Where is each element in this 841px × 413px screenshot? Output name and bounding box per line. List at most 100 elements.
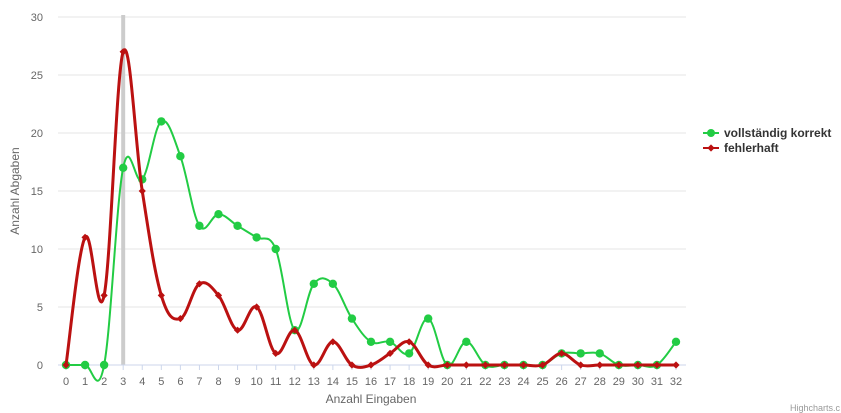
- x-tick-label: 14: [327, 376, 339, 388]
- series-fehlerhaft: [62, 48, 680, 369]
- y-tick-label: 20: [31, 128, 43, 140]
- data-point[interactable]: [233, 326, 242, 334]
- x-tick-label: 28: [594, 376, 606, 388]
- data-point[interactable]: [443, 361, 451, 369]
- data-point[interactable]: [138, 187, 146, 195]
- data-point[interactable]: [157, 117, 166, 126]
- data-point[interactable]: [214, 210, 223, 219]
- data-point[interactable]: [157, 291, 165, 299]
- data-point[interactable]: [233, 221, 242, 230]
- data-point[interactable]: [634, 361, 642, 369]
- data-point[interactable]: [386, 349, 394, 357]
- data-point[interactable]: [176, 152, 185, 161]
- x-tick-label: 2: [101, 376, 107, 388]
- data-point[interactable]: [519, 361, 528, 369]
- y-tick-label: 0: [37, 360, 43, 372]
- x-tick-label: 4: [139, 376, 145, 388]
- x-tick-label: 30: [632, 376, 644, 388]
- data-point[interactable]: [558, 349, 566, 357]
- x-tick-label: 27: [575, 376, 587, 388]
- data-point[interactable]: [252, 233, 261, 242]
- x-axis-title: Anzahl Eingaben: [326, 392, 417, 406]
- legend-label: fehlerhaft: [724, 141, 779, 155]
- legend-label: vollständig korrekt: [724, 126, 831, 140]
- legend-diamond-marker-icon: [707, 144, 715, 152]
- data-point[interactable]: [310, 361, 318, 369]
- x-tick-label: 19: [422, 376, 434, 388]
- legend-circle-marker-icon: [707, 129, 715, 137]
- x-tick-label: 6: [177, 376, 183, 388]
- x-tick-label: 24: [517, 376, 529, 388]
- data-point[interactable]: [404, 349, 414, 358]
- data-point[interactable]: [329, 338, 337, 346]
- data-point[interactable]: [176, 315, 184, 323]
- data-point[interactable]: [615, 361, 623, 369]
- x-tick-label: 0: [63, 376, 69, 388]
- data-point[interactable]: [500, 361, 509, 369]
- data-point[interactable]: [366, 337, 376, 346]
- data-point[interactable]: [99, 360, 109, 370]
- series-line: [66, 119, 677, 382]
- data-point[interactable]: [671, 337, 681, 346]
- data-point[interactable]: [195, 221, 204, 230]
- data-point[interactable]: [291, 326, 299, 334]
- data-point[interactable]: [348, 361, 356, 369]
- x-tick-label: 15: [346, 376, 358, 388]
- data-point[interactable]: [195, 280, 204, 288]
- data-point[interactable]: [672, 361, 680, 369]
- legend-item-vollstaendig-korrekt[interactable]: vollständig korrekt: [703, 126, 831, 140]
- data-point[interactable]: [272, 349, 280, 357]
- legend-item-fehlerhaft[interactable]: fehlerhaft: [703, 141, 779, 155]
- data-point[interactable]: [119, 48, 127, 56]
- data-point[interactable]: [81, 233, 89, 241]
- data-point[interactable]: [62, 361, 70, 369]
- data-point[interactable]: [100, 291, 108, 299]
- x-tick-label: 20: [441, 376, 453, 388]
- data-point[interactable]: [481, 361, 489, 369]
- data-point[interactable]: [595, 349, 604, 358]
- data-point[interactable]: [462, 337, 471, 346]
- x-tick-label: 11: [270, 376, 281, 388]
- crosshair-highlight: [121, 15, 126, 365]
- data-point[interactable]: [309, 279, 319, 288]
- data-point[interactable]: [385, 337, 395, 346]
- data-point[interactable]: [576, 349, 585, 358]
- x-axis-ticks: 0 1 2 3 4 5 6 7 8 9 10 11 12 13 14 15 16 17 18 19 20 21 22 23 24…: [63, 365, 682, 388]
- x-tick-label: 13: [308, 376, 320, 388]
- data-point[interactable]: [423, 314, 433, 323]
- x-tick-label: 22: [479, 376, 491, 388]
- y-axis-ticks: 0 5 10 15 20 25 30: [31, 12, 43, 372]
- x-tick-label: 1: [82, 376, 88, 388]
- x-tick-label: 26: [556, 376, 568, 388]
- x-tick-label: 10: [251, 376, 263, 388]
- data-point[interactable]: [424, 361, 432, 369]
- data-point[interactable]: [462, 361, 470, 369]
- x-tick-label: 7: [196, 376, 202, 388]
- x-tick-label: 16: [365, 376, 377, 388]
- data-point[interactable]: [653, 361, 661, 369]
- legend: vollständig korrekt fehlerhaft: [703, 126, 831, 155]
- x-tick-label: 8: [215, 376, 221, 388]
- data-point[interactable]: [596, 361, 604, 369]
- data-point[interactable]: [538, 361, 547, 369]
- data-point[interactable]: [80, 360, 90, 370]
- data-point[interactable]: [214, 291, 223, 299]
- credits-text[interactable]: Highcharts.c: [790, 403, 841, 413]
- y-axis-title: Anzahl Abgaben: [8, 147, 22, 234]
- data-point[interactable]: [118, 163, 128, 172]
- data-point[interactable]: [577, 361, 585, 369]
- data-point[interactable]: [271, 244, 280, 254]
- series-line: [64, 48, 676, 369]
- x-tick-label: 29: [613, 376, 625, 388]
- series-vollstaendig-korrekt: [61, 117, 681, 382]
- grid: [58, 16, 686, 308]
- x-tick-label: 25: [536, 376, 548, 388]
- data-point[interactable]: [347, 314, 357, 323]
- x-tick-label: 17: [384, 376, 396, 388]
- data-point[interactable]: [405, 338, 413, 346]
- y-tick-label: 25: [31, 70, 43, 82]
- data-point[interactable]: [253, 303, 261, 311]
- data-point[interactable]: [328, 279, 338, 288]
- data-point[interactable]: [367, 361, 375, 369]
